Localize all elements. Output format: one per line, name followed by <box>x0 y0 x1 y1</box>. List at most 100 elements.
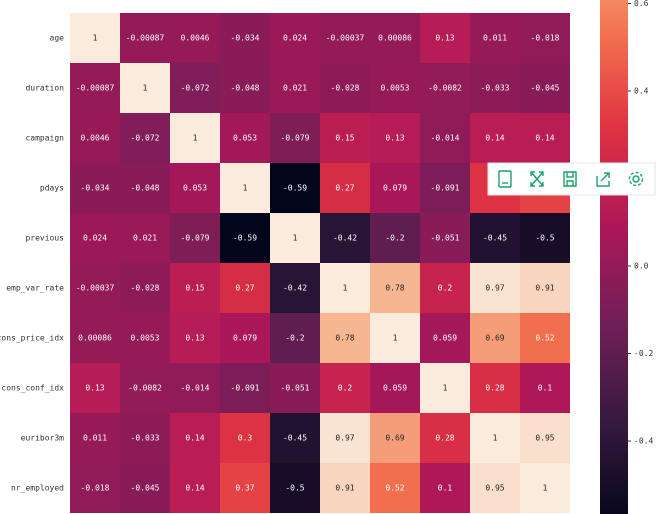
heatmap-cell <box>70 13 120 63</box>
cell-label: 1 <box>193 134 198 143</box>
cell-label: 0.079 <box>383 184 407 193</box>
heatmap-cell <box>220 313 270 363</box>
cell-label: -0.018 <box>81 484 110 493</box>
heatmap-cell <box>470 263 520 313</box>
cell-label: 0.059 <box>433 334 457 343</box>
cell-label: 0.27 <box>335 184 354 193</box>
cell-label: -0.45 <box>483 234 507 243</box>
heatmap-cell <box>220 13 270 63</box>
heatmap-cell <box>270 13 320 63</box>
cell-label: -0.048 <box>231 84 260 93</box>
cell-label: 0.28 <box>435 434 454 443</box>
heatmap-cell <box>270 363 320 413</box>
heatmap-cell <box>520 263 570 313</box>
cell-label: 0.97 <box>335 434 354 443</box>
heatmap-cell <box>470 363 520 413</box>
heatmap-cell <box>320 463 370 513</box>
cell-label: -0.00087 <box>76 84 115 93</box>
heatmap-cell <box>220 213 270 263</box>
cell-label: 0.78 <box>385 284 404 293</box>
cell-label: 0.053 <box>183 184 207 193</box>
cell-label: -0.42 <box>283 284 307 293</box>
cell-label: 0.021 <box>283 84 307 93</box>
cell-label: 0.27 <box>235 284 254 293</box>
cell-label: 0.13 <box>385 134 404 143</box>
cell-label: 0.91 <box>535 284 554 293</box>
tool-settings[interactable] <box>628 171 644 187</box>
heatmap-cell <box>70 213 120 263</box>
heatmap-cell <box>320 413 370 463</box>
heatmap-cell <box>520 413 570 463</box>
heatmap-cell <box>520 113 570 163</box>
heatmap-cell <box>520 13 570 63</box>
cell-label: 0.14 <box>535 134 554 143</box>
heatmap-cell <box>120 213 170 263</box>
heatmap-cell <box>120 413 170 463</box>
heatmap-cell <box>170 113 220 163</box>
cell-label: 0.2 <box>338 384 353 393</box>
cell-label: 0.024 <box>283 34 307 43</box>
cell-label: 0.37 <box>235 484 254 493</box>
heatmap-cell <box>170 63 220 113</box>
heatmap-cell <box>320 163 370 213</box>
cell-label: 1 <box>93 34 98 43</box>
heatmap-cell <box>70 463 120 513</box>
cell-label: -0.00087 <box>126 34 165 43</box>
cell-label: 1 <box>293 234 298 243</box>
heatmap-cell <box>470 13 520 63</box>
cell-label: -0.034 <box>81 184 110 193</box>
y-tick-label: pdays <box>40 184 64 193</box>
heatmap-cell <box>270 463 320 513</box>
heatmap-cell <box>220 113 270 163</box>
heatmap-cell <box>420 63 470 113</box>
cell-label: 0.28 <box>485 384 504 393</box>
cell-label: -0.0082 <box>428 84 462 93</box>
cell-label: 0.2 <box>438 284 453 293</box>
heatmap-cell <box>420 463 470 513</box>
y-tick-label: emp_var_rate <box>6 284 64 293</box>
tool-save[interactable] <box>563 171 577 187</box>
cell-label: 0.00086 <box>378 34 412 43</box>
cell-label: -0.079 <box>281 134 310 143</box>
tool-fullscreen[interactable] <box>530 171 544 187</box>
heatmap-cell <box>220 163 270 213</box>
heatmap-cell <box>120 13 170 63</box>
heatmap-cell <box>220 263 270 313</box>
heatmap-cell <box>170 213 220 263</box>
cell-label: 0.059 <box>383 384 407 393</box>
heatmap-cell <box>120 463 170 513</box>
colorbar <box>600 0 628 514</box>
cell-label: 1 <box>443 384 448 393</box>
heatmap-cell <box>420 213 470 263</box>
cell-label: 0.0053 <box>131 334 160 343</box>
heatmap-cell <box>320 313 370 363</box>
tool-share[interactable] <box>596 172 610 187</box>
cell-label: 1 <box>393 334 398 343</box>
cell-label: -0.091 <box>231 384 260 393</box>
cell-label: 0.15 <box>185 284 204 293</box>
cell-label: 1 <box>243 184 248 193</box>
cell-label: 0.00086 <box>78 334 112 343</box>
cell-label: -0.033 <box>131 434 160 443</box>
heatmap-cell <box>170 13 220 63</box>
cell-label: 0.52 <box>535 334 554 343</box>
heatmap-cell <box>70 313 120 363</box>
heatmap-cell <box>320 363 370 413</box>
y-tick-label: age <box>50 34 65 43</box>
cell-label: 0.13 <box>85 384 104 393</box>
heatmap-cell <box>370 263 420 313</box>
cell-label: -0.5 <box>535 234 554 243</box>
heatmap-cell <box>270 413 320 463</box>
heatmap-cell <box>470 213 520 263</box>
tool-phone[interactable] <box>498 170 512 188</box>
cell-label: -0.00037 <box>326 34 365 43</box>
heatmap-cell <box>120 363 170 413</box>
cell-label: -0.045 <box>131 484 160 493</box>
cell-label: 0.15 <box>335 134 354 143</box>
cell-label: -0.45 <box>283 434 307 443</box>
heatmap-cell <box>520 313 570 363</box>
heatmap-cell <box>470 63 520 113</box>
heatmap-cell <box>420 363 470 413</box>
heatmap-cell <box>370 463 420 513</box>
heatmap-cell <box>420 13 470 63</box>
